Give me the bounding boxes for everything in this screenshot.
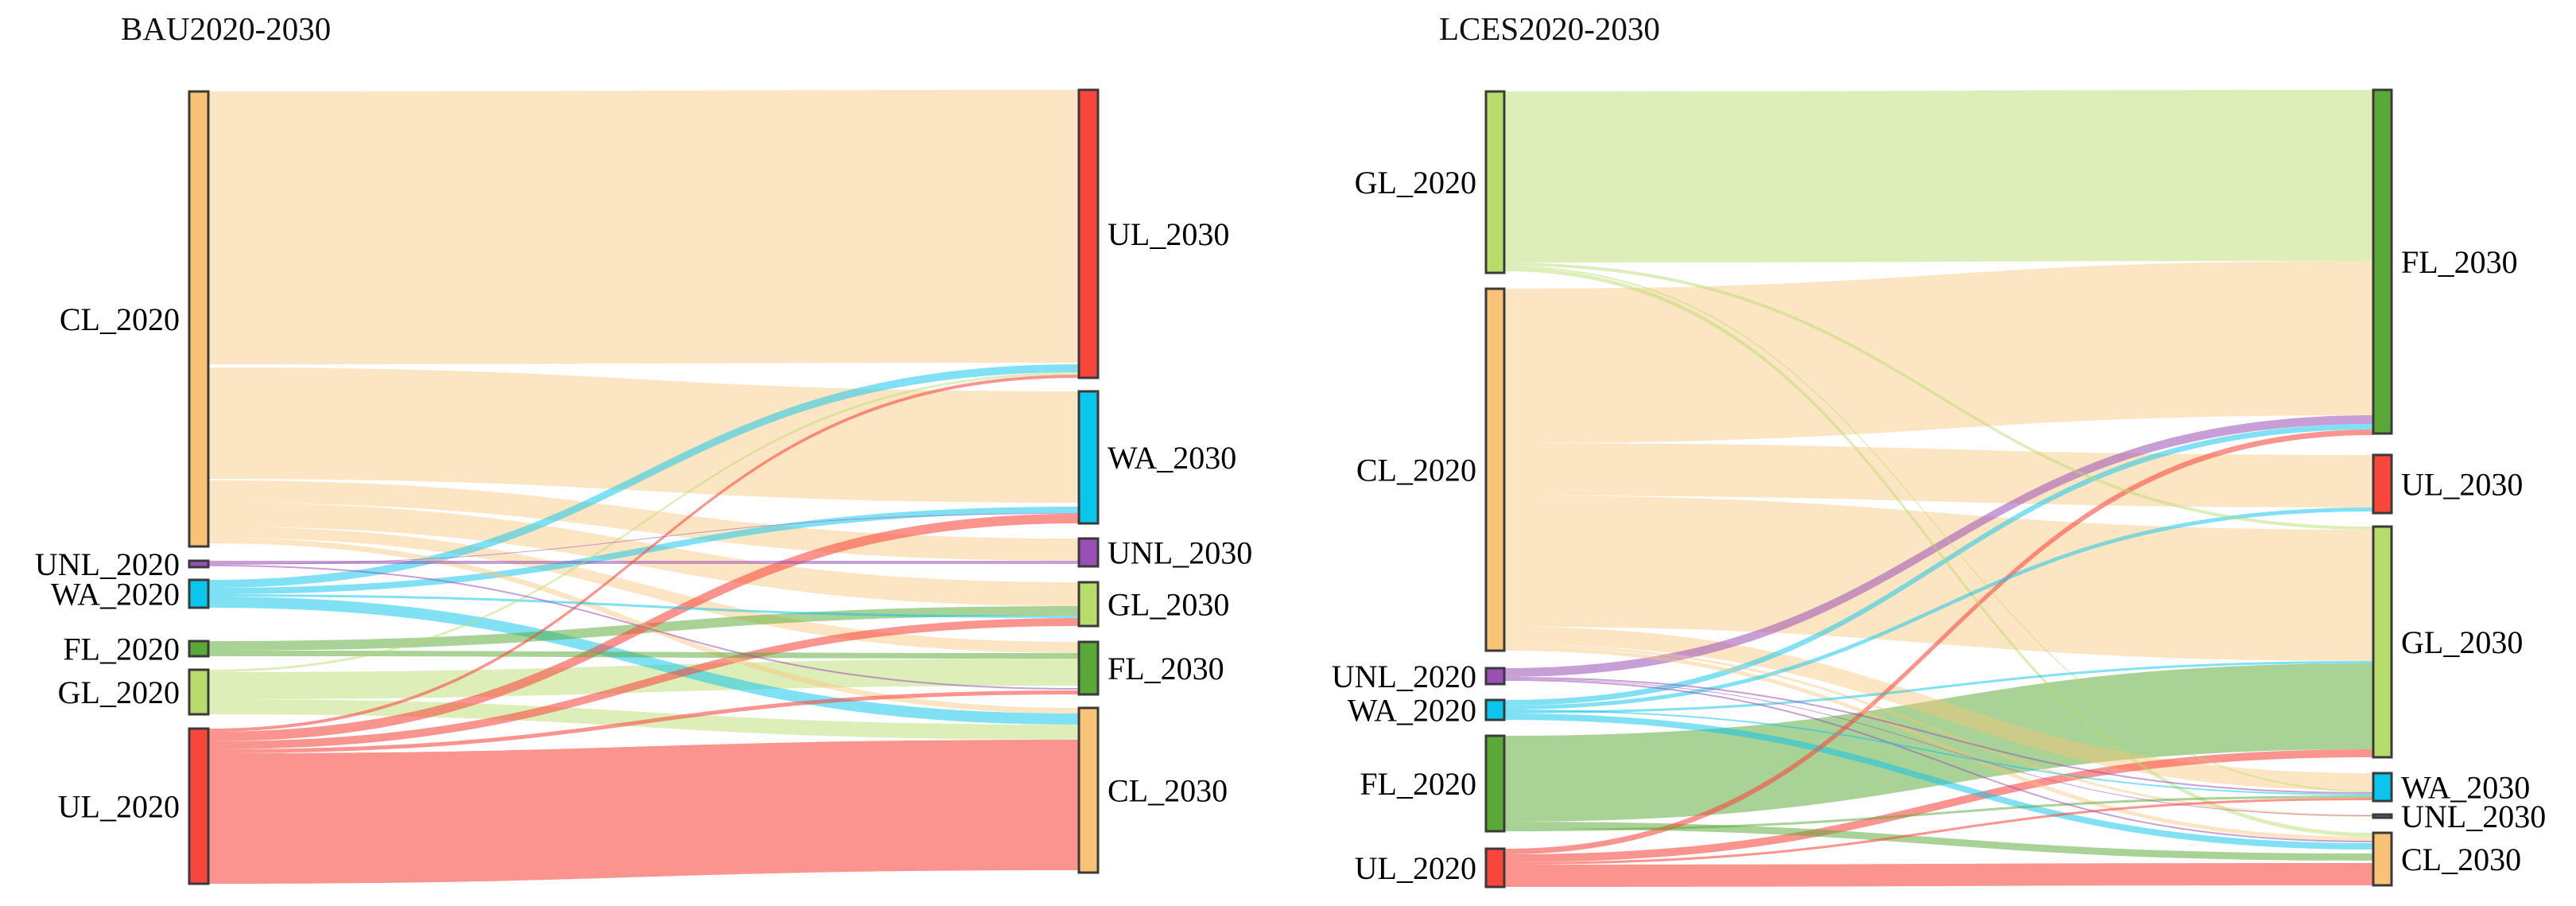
flow-bau-CL_2020-to-WA_2030: [208, 367, 1079, 503]
node-label-bau-UL_2020: UL_2020: [58, 789, 180, 825]
node-label-bau-GL_2030: GL_2030: [1108, 587, 1229, 623]
node-bau-UNL_2020: [188, 559, 210, 569]
node-label-lces-UNL_2030: UNL_2030: [2401, 799, 2546, 834]
flow-bau-WA_2020-to-WA_2030: [208, 507, 1079, 594]
flow-bau-UL_2020-to-GL_2030: [208, 618, 1079, 749]
node-bau-UNL_2030: [1077, 537, 1100, 568]
flow-bau-WA_2020-to-CL_2030: [208, 597, 1079, 725]
flow-bau-FL_2020-to-FL_2030: [208, 651, 1079, 659]
node-label-lces-FL_2020: FL_2020: [1360, 766, 1476, 802]
flow-lces-UL_2020-to-FL_2030: [1504, 430, 2373, 854]
node-lces-UNL_2020: [1484, 667, 1506, 686]
node-label-bau-UNL_2030: UNL_2030: [1108, 535, 1252, 571]
flow-lces-CL_2020-to-GL_2030: [1504, 496, 2373, 661]
chart-title-bau: BAU2020-2030: [121, 10, 332, 47]
flow-lces-FL_2020-to-GL_2030: [1504, 663, 2373, 822]
flow-lces-UL_2020-to-CL_2030: [1504, 863, 2373, 887]
flow-bau-UL_2020-to-FL_2030: [208, 690, 1079, 753]
node-lces-CL_2020: [1484, 287, 1506, 652]
flow-bau-GL_2020-to-FL_2030: [208, 659, 1079, 699]
node-lces-WA_2030: [2372, 772, 2393, 803]
node-lces-UL_2030: [2372, 453, 2393, 515]
flow-bau-WA_2020-to-GL_2030: [208, 594, 1079, 618]
node-lces-UNL_2030: [2372, 813, 2393, 819]
flow-lces-UNL_2020-to-UNL_2030: [1504, 679, 2373, 816]
chart-title-lces: LCES2020-2030: [1439, 10, 1660, 47]
flow-lces-UNL_2020-to-FL_2030: [1504, 415, 2373, 677]
flow-lces-WA_2020-to-UL_2030: [1504, 507, 2373, 710]
node-lces-FL_2020: [1484, 734, 1506, 833]
node-lces-GL_2020: [1484, 90, 1506, 274]
flow-lces-CL_2020-to-FL_2030: [1504, 261, 2373, 443]
node-label-lces-FL_2030: FL_2030: [2401, 244, 2518, 280]
node-label-bau-FL_2030: FL_2030: [1108, 651, 1224, 686]
flow-lces-CL_2020-to-UL_2030: [1504, 443, 2373, 507]
node-label-lces-WA_2020: WA_2020: [1348, 693, 1476, 729]
flow-bau-WA_2020-to-UL_2030: [208, 364, 1079, 588]
node-lces-CL_2030: [2372, 831, 2393, 887]
node-label-bau-UNL_2020: UNL_2020: [35, 546, 180, 582]
flow-lces-UL_2020-to-GL_2030: [1504, 749, 2373, 862]
flow-lces-WA_2020-to-WA_2030: [1504, 710, 2373, 795]
node-label-lces-UNL_2020: UNL_2020: [1332, 659, 1476, 694]
flow-lces-GL_2020-to-FL_2030: [1504, 90, 2373, 262]
flow-lces-GL_2020-to-WA_2030: [1504, 266, 2373, 792]
flow-bau-UNL_2020-to-FL_2030: [208, 565, 1079, 690]
node-lces-FL_2030: [2372, 88, 2393, 435]
flow-lces-GL_2020-to-GL_2030: [1504, 262, 2373, 530]
node-lces-UL_2020: [1484, 847, 1506, 889]
flow-lces-FL_2020-to-CL_2030: [1504, 822, 2373, 861]
node-lces-GL_2030: [2372, 525, 2393, 759]
node-label-lces-WA_2030: WA_2030: [2401, 770, 2530, 806]
node-label-lces-UL_2020: UL_2020: [1355, 850, 1476, 886]
flow-lces-WA_2020-to-FL_2030: [1504, 424, 2373, 706]
node-bau-FL_2020: [188, 640, 210, 658]
flow-bau-CL_2020-to-FL_2030: [208, 527, 1079, 653]
node-label-bau-FL_2020: FL_2020: [63, 632, 180, 667]
flow-bau-UNL_2020-to-WA_2030: [208, 513, 1079, 565]
flow-lces-UL_2020-to-WA_2030: [1504, 798, 2373, 865]
flow-bau-CL_2020-to-CL_2030: [208, 538, 1079, 714]
node-label-lces-CL_2020: CL_2020: [1356, 453, 1476, 488]
flow-lces-GL_2020-to-CL_2030: [1504, 267, 2373, 837]
flow-lces-WA_2020-to-GL_2030: [1504, 661, 2373, 714]
node-bau-CL_2030: [1077, 706, 1100, 874]
node-lces-WA_2020: [1484, 698, 1506, 721]
node-label-lces-CL_2030: CL_2030: [2401, 842, 2521, 877]
node-bau-GL_2020: [188, 668, 210, 716]
flow-lces-CL_2020-to-UNL_2030: [1504, 644, 2373, 817]
node-label-bau-GL_2020: GL_2020: [58, 675, 180, 710]
flow-bau-UL_2020-to-CL_2030: [208, 740, 1079, 884]
flow-lces-WA_2020-to-CL_2030: [1504, 714, 2373, 850]
node-label-lces-UL_2030: UL_2030: [2401, 467, 2523, 503]
node-label-bau-UL_2030: UL_2030: [1108, 216, 1229, 252]
flow-bau-GL_2020-to-UL_2030: [208, 372, 1079, 672]
node-bau-WA_2020: [188, 578, 210, 609]
node-label-bau-WA_2020: WA_2020: [51, 577, 180, 612]
node-label-bau-CL_2030: CL_2030: [1108, 773, 1228, 809]
flow-lces-UNL_2020-to-CL_2030: [1504, 679, 2373, 842]
node-label-lces-GL_2020: GL_2020: [1355, 165, 1476, 200]
node-bau-UL_2030: [1077, 88, 1100, 379]
node-bau-UL_2020: [188, 727, 210, 885]
flow-bau-CL_2020-to-UL_2030: [208, 90, 1079, 364]
node-bau-CL_2020: [188, 90, 210, 548]
node-label-lces-GL_2030: GL_2030: [2401, 624, 2523, 660]
node-bau-GL_2030: [1077, 581, 1100, 628]
flow-lces-CL_2020-to-WA_2030: [1504, 627, 2373, 791]
flow-lces-UNL_2020-to-WA_2030: [1504, 677, 2373, 794]
flow-lces-FL_2020-to-WA_2030: [1504, 795, 2373, 831]
flow-bau-UL_2020-to-UL_2030: [208, 375, 1079, 732]
node-bau-FL_2030: [1077, 640, 1100, 696]
flow-lces-CL_2020-to-CL_2030: [1504, 647, 2373, 841]
node-bau-WA_2030: [1077, 390, 1100, 525]
node-label-bau-CL_2020: CL_2020: [60, 301, 180, 337]
flow-bau-UNL_2020-to-UNL_2030: [208, 561, 1079, 564]
node-label-bau-WA_2030: WA_2030: [1108, 440, 1236, 476]
